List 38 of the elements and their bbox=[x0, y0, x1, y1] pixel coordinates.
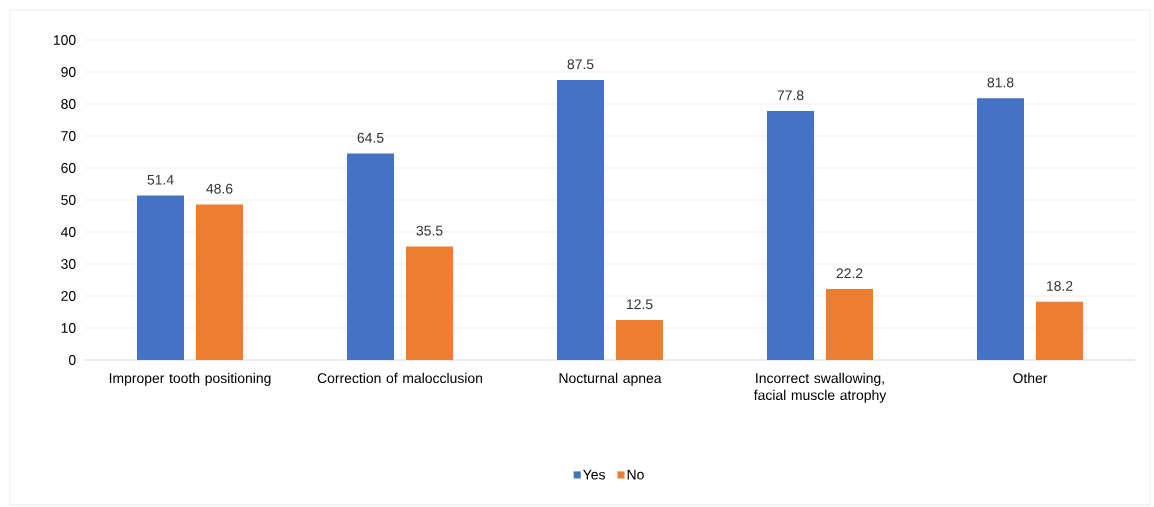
y-tick-label: 20 bbox=[61, 291, 76, 301]
data-label: 18.2 bbox=[1046, 281, 1073, 291]
x-tick-label: Improper tooth positioning bbox=[109, 372, 271, 386]
data-label: 35.5 bbox=[416, 225, 443, 236]
bar bbox=[616, 320, 663, 360]
bar bbox=[347, 153, 394, 360]
legend-label: Yes bbox=[583, 469, 605, 480]
y-tick-label: 30 bbox=[61, 259, 76, 269]
data-label: 48.6 bbox=[206, 183, 233, 194]
bar bbox=[406, 246, 453, 360]
y-tick-label: 50 bbox=[61, 195, 76, 205]
bar bbox=[196, 204, 243, 360]
bar bbox=[137, 195, 184, 360]
y-tick-label: 90 bbox=[61, 67, 76, 77]
y-tick-label: 60 bbox=[61, 163, 76, 173]
x-tick-label: Incorrect swallowing, facial muscle atrophy bbox=[753, 372, 887, 403]
bar bbox=[767, 111, 814, 360]
y-tick-label: 80 bbox=[61, 99, 76, 109]
y-tick-label: 0 bbox=[68, 355, 76, 365]
bar bbox=[977, 98, 1024, 360]
y-tick-label: 100 bbox=[53, 35, 76, 45]
x-tick-label: Other bbox=[1013, 372, 1048, 384]
bar bbox=[1036, 301, 1083, 360]
legend-label: No bbox=[627, 469, 644, 480]
data-label: 81.8 bbox=[987, 77, 1014, 88]
y-tick-label: 40 bbox=[60, 227, 76, 237]
data-label: 12.5 bbox=[626, 299, 653, 310]
bar bbox=[826, 288, 873, 360]
y-tick-label: 70 bbox=[61, 131, 76, 141]
x-tick-label: Nocturnal apnea bbox=[559, 372, 662, 386]
data-label: 87.5 bbox=[567, 59, 594, 70]
bar bbox=[557, 80, 604, 360]
y-tick-label: 10 bbox=[61, 323, 76, 333]
x-tick-label: Correction of malocclusion bbox=[317, 372, 483, 384]
data-label: 77.8 bbox=[777, 90, 804, 101]
data-label: 51.4 bbox=[147, 174, 174, 185]
data-label: 64.5 bbox=[357, 132, 384, 143]
data-label: 22.2 bbox=[836, 268, 863, 279]
